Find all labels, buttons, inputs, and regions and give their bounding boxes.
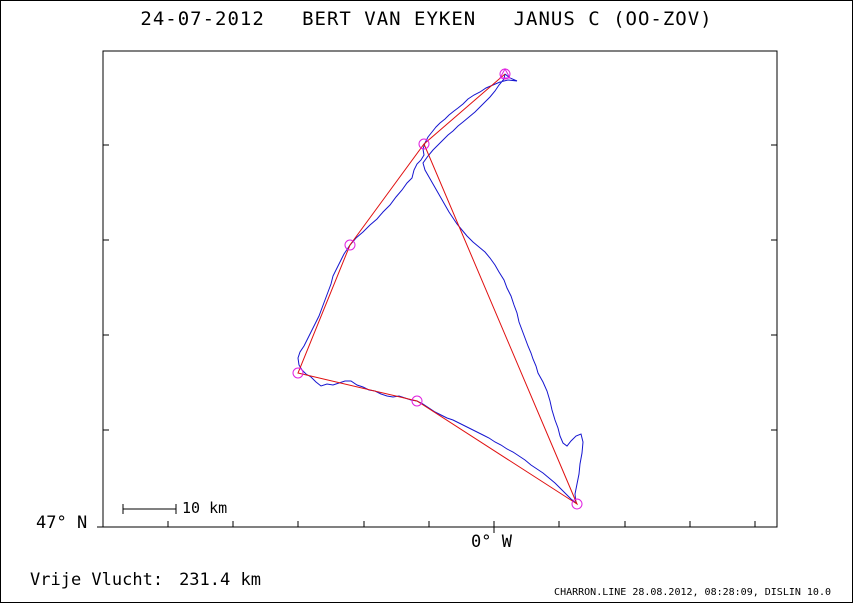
flight-track xyxy=(297,73,584,505)
title-glider: JANUS C (OO-ZOV) xyxy=(513,8,713,30)
distance-readout: Vrije Vlucht: 231.4 km xyxy=(30,570,261,590)
turnpoint-1 xyxy=(418,138,430,150)
plot-frame xyxy=(102,50,778,528)
latitude-label: 47° N xyxy=(36,513,88,533)
turnpoint-2 xyxy=(344,239,356,251)
chart-title: 24-07-2012 BERT VAN EYKEN JANUS C (OO-ZO… xyxy=(0,8,853,30)
turnpoint-3 xyxy=(292,367,304,379)
axis-ticks xyxy=(97,144,777,533)
turnpoint-5 xyxy=(571,498,583,510)
distance-value: 231.4 km xyxy=(179,570,261,590)
scale-bar xyxy=(122,504,177,514)
longitude-label: 0° W xyxy=(471,532,512,552)
task-legs xyxy=(297,73,579,506)
title-date: 24-07-2012 xyxy=(140,8,265,30)
start-triangle-marker xyxy=(499,67,511,79)
title-pilot: BERT VAN EYKEN xyxy=(302,8,477,30)
footer-info: CHARRON.LINE 28.08.2012, 08:28:09, DISLI… xyxy=(554,587,831,598)
scale-bar-label: 10 km xyxy=(182,499,228,517)
distance-label: Vrije Vlucht: xyxy=(30,570,164,590)
turnpoint-4 xyxy=(411,395,423,407)
